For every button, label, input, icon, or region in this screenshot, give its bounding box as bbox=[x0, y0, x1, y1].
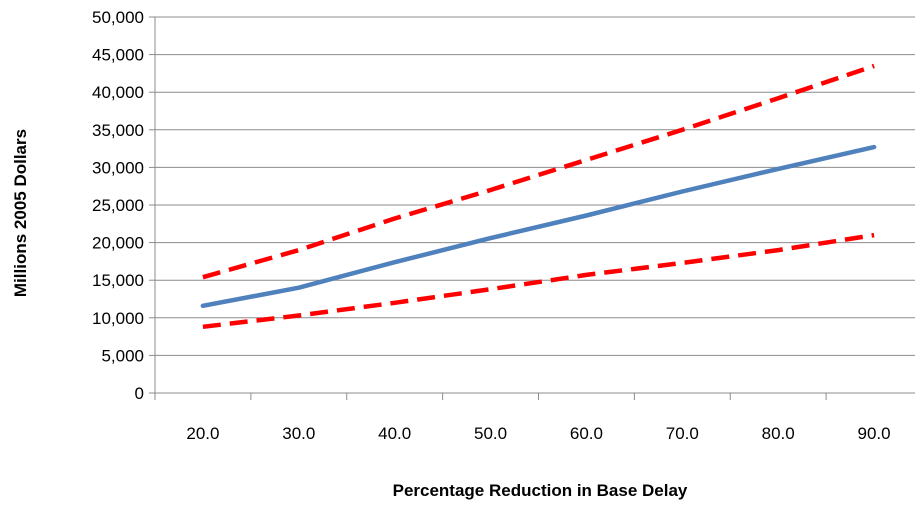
lower-bound-dashed-line bbox=[202, 232, 875, 330]
y-tick-label: 50,000 bbox=[92, 8, 144, 27]
tick-labels: 0 5,000 10,000 15,000 20,000 25,000 30,000 35,0… bbox=[92, 8, 891, 443]
y-tick-label: 15,000 bbox=[92, 271, 144, 290]
series-layer bbox=[200, 63, 877, 330]
y-tick-label: 30,000 bbox=[92, 158, 144, 177]
x-axis-title: Percentage Reduction in Base Delay bbox=[393, 481, 688, 500]
y-tick-label: 35,000 bbox=[92, 121, 144, 140]
x-tick-label: 90.0 bbox=[858, 424, 891, 443]
y-tick-label: 10,000 bbox=[92, 309, 144, 328]
x-tick-label: 40.0 bbox=[378, 424, 411, 443]
x-tick-label: 80.0 bbox=[762, 424, 795, 443]
gridlines bbox=[155, 16, 915, 356]
estimate-solid-line bbox=[200, 144, 877, 309]
x-tick-label: 20.0 bbox=[186, 424, 219, 443]
x-tick-label: 70.0 bbox=[666, 424, 699, 443]
upper-bound-dashed-line bbox=[202, 63, 875, 280]
y-tick-label: 20,000 bbox=[92, 234, 144, 253]
x-tick-label: 50.0 bbox=[474, 424, 507, 443]
x-tick-label: 60.0 bbox=[570, 424, 603, 443]
y-tick-label: 40,000 bbox=[92, 83, 144, 102]
y-tick-label: 5,000 bbox=[101, 346, 144, 365]
y-tick-label: 45,000 bbox=[92, 46, 144, 65]
y-tick-label: 25,000 bbox=[92, 196, 144, 215]
axes bbox=[149, 16, 915, 400]
y-tick-label: 0 bbox=[135, 384, 144, 403]
y-axis-title: Millions 2005 Dollars bbox=[11, 129, 30, 297]
x-tick-label: 30.0 bbox=[282, 424, 315, 443]
